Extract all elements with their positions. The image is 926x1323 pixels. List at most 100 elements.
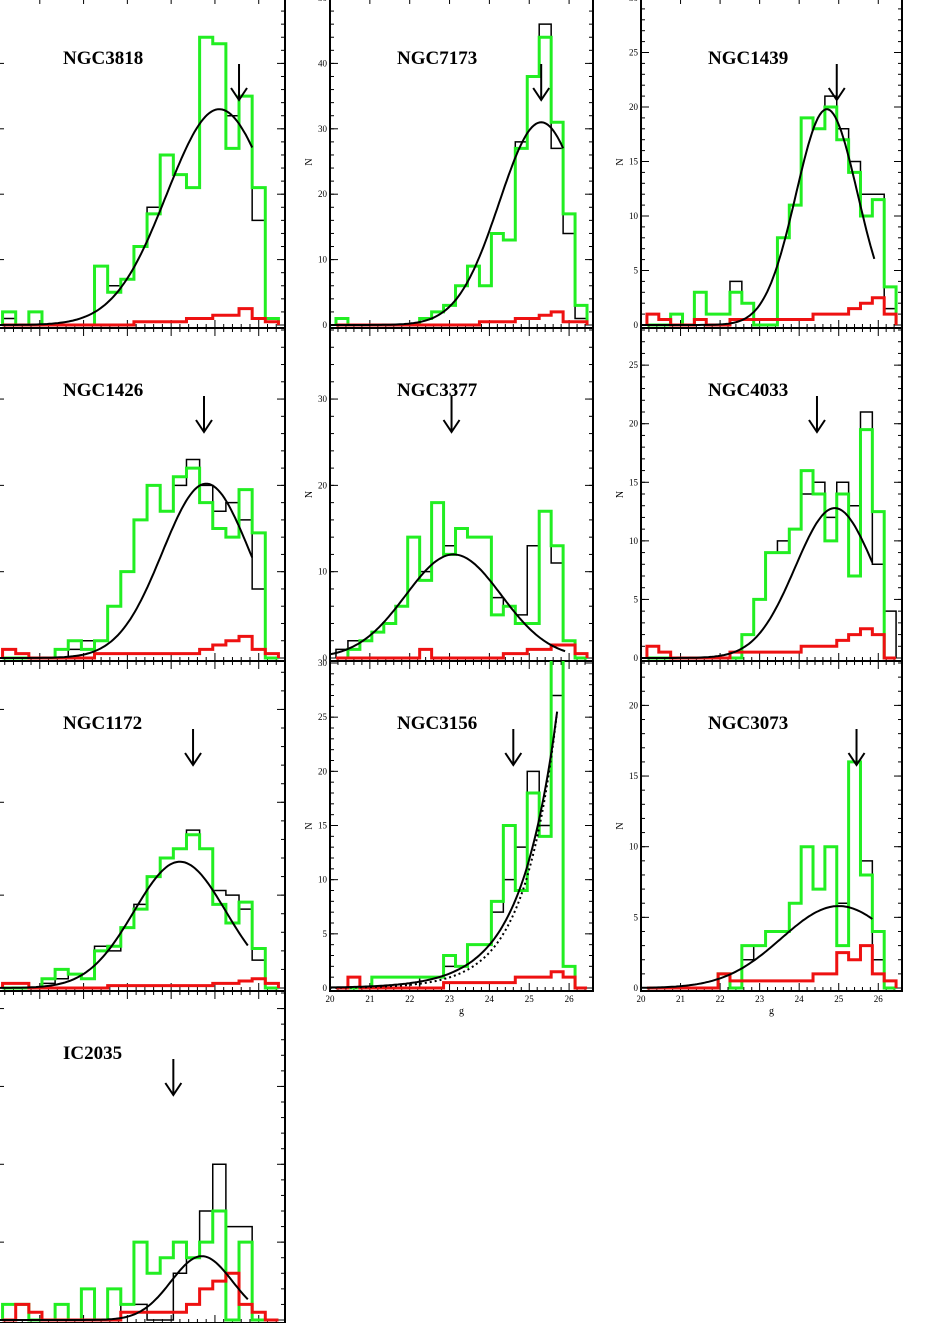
y-axis-label: N [304,158,315,165]
y-tick-label: 20 [318,480,328,490]
plot-area [0,458,280,660]
gaussian-fit-curve [0,860,249,989]
plot-area [0,35,280,327]
y-tick-label: 15 [629,157,639,167]
y-axis-label: N [304,822,315,829]
y-tick-label: 20 [318,766,328,776]
x-tick-label: 23 [445,994,455,1004]
x-tick-label: 22 [405,994,414,1004]
plot-area [330,501,589,660]
x-tick-label: 26 [874,994,884,1004]
y-tick-label: 25 [318,712,328,722]
y-tick-label: 10 [629,211,639,221]
y-tick-label: 25 [629,360,639,370]
plot-area [641,95,898,327]
y-tick-label: 30 [318,124,328,134]
y-tick-label: 5 [634,594,639,604]
y-tick-label: 5 [634,266,639,276]
gaussian-fit-curve [0,108,254,326]
y-tick-label: 5 [634,912,639,922]
y-tick-label: 15 [629,477,639,487]
panel-title: NGC4033 [708,380,788,401]
panel-ngc1439: 0 5 10 15 20 25 30 N NGC1439 [615,0,903,330]
gaussian-fit-curve [641,507,874,659]
y-tick-label: 25 [629,48,639,58]
y-tick-label: 30 [629,0,639,3]
y-tick-label: 0 [323,653,328,663]
y-axis-label: N [615,158,626,165]
down-arrow-head-icon [195,419,213,434]
panel-title: NGC1426 [63,380,143,401]
x-tick-label: 21 [365,994,374,1004]
background-histogram [2,1271,279,1322]
down-arrow-head-icon [184,752,202,767]
background-histogram [646,944,898,990]
panel-frame [329,327,594,662]
y-tick-label: 0 [323,983,328,993]
background-histogram [1,634,280,660]
plot-area [330,661,588,990]
panel-ngc7173: 0 10 20 30 40 50 N NGC7173 [304,0,594,330]
x-tick-label: 21 [676,994,685,1004]
corrected-histogram [646,105,898,327]
gaussian-fit-curve [330,711,559,989]
x-tick-label: 26 [565,994,575,1004]
corrected-histogram [1,35,280,327]
y-axis-label: N [615,822,626,829]
total-histogram [2,458,279,659]
y-axis-label: N [304,491,315,498]
panel-title: NGC3073 [708,713,788,734]
x-tick-label: 23 [755,994,765,1004]
total-histogram [335,23,588,326]
panel-frame [329,660,594,992]
y-tick-label: 40 [318,58,328,68]
down-arrow-head-icon [827,87,846,102]
down-arrow-head-icon [504,752,523,767]
total-histogram [335,501,588,659]
panel-ngc1426: 0102030NGC1426 [0,327,286,662]
background-histogram [645,296,898,327]
down-arrow-head-icon [808,419,826,434]
gaussian-fit-curve [0,1255,249,1321]
panel-ngc1172: 0204060NGC1172 [0,660,286,992]
corrected-histogram [335,501,588,660]
plot-area [641,411,897,660]
panel-title: NGC1439 [708,48,788,69]
corrected-histogram [334,35,589,327]
x-tick-label: 20 [326,994,336,1004]
corrected-histogram [646,428,897,660]
y-tick-label: 10 [318,255,328,265]
y-tick-label: 15 [318,821,328,831]
panel-ngc3156: 0 5 10 15 20 25 30 N 20 21 22 23 24 25 26 g NGC3156 [304,658,594,1017]
x-tick-label: 24 [485,994,495,1004]
background-histogram [645,627,897,660]
y-tick-label: 20 [318,189,328,199]
x-tick-label: 25 [525,994,535,1004]
y-tick-label: 0 [323,320,328,330]
x-axis-label: g [459,1006,464,1017]
y-tick-label: 5 [323,929,328,939]
y-tick-label: 10 [629,842,639,852]
panel-frame [640,327,903,662]
down-arrow-head-icon [164,1082,183,1097]
panel-title: NGC3156 [397,713,477,734]
y-tick-label: 10 [318,567,328,577]
panel-ngc3818: 01020304050NGC3818 [0,0,286,329]
panel-title: NGC1172 [63,713,142,734]
plot-area [0,829,280,990]
gaussian-fit-curve [330,121,565,326]
y-axis-label: N [615,491,626,498]
plot-area [641,760,898,990]
x-tick-label: 25 [834,994,844,1004]
background-histogram [1,977,280,990]
panel-title: NGC3818 [63,48,143,69]
panel-ngc4033: 0 5 10 15 20 25 N NGC4033 [615,327,903,663]
y-tick-label: 50 [318,0,328,3]
y-tick-label: 20 [629,700,639,710]
corrected-histogram [2,833,279,990]
panel-frame [0,660,286,992]
x-tick-label: 20 [637,994,647,1004]
panel-title: NGC7173 [397,48,477,69]
background-histogram [335,643,589,660]
